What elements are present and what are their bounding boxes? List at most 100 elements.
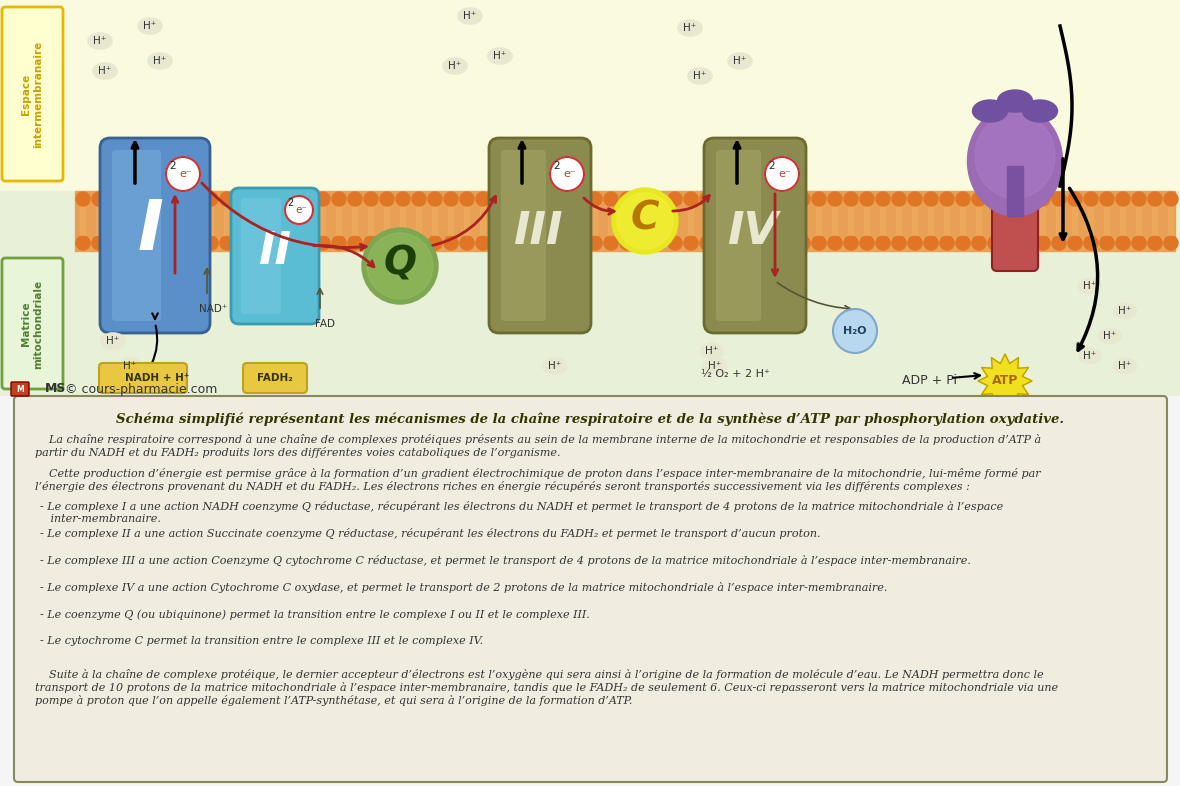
Bar (304, 207, 309, 235)
Text: ADP + Pi: ADP + Pi (903, 374, 957, 387)
FancyBboxPatch shape (243, 363, 307, 393)
Circle shape (907, 192, 922, 206)
FancyBboxPatch shape (11, 382, 30, 396)
Text: I: I (137, 197, 163, 265)
Bar (464, 207, 468, 235)
Bar (527, 207, 533, 235)
Circle shape (140, 236, 155, 250)
Circle shape (796, 236, 809, 250)
Ellipse shape (1114, 303, 1136, 318)
Bar (240, 207, 245, 235)
Circle shape (172, 192, 186, 206)
Circle shape (550, 157, 584, 191)
Circle shape (156, 236, 170, 250)
Text: H⁺: H⁺ (448, 61, 461, 71)
Bar (1007, 166, 1023, 216)
Circle shape (892, 192, 906, 206)
Circle shape (1068, 236, 1082, 250)
Circle shape (380, 192, 394, 206)
Circle shape (700, 236, 714, 250)
Circle shape (268, 192, 282, 206)
Circle shape (166, 157, 199, 191)
Circle shape (860, 192, 874, 206)
Circle shape (572, 236, 586, 250)
FancyBboxPatch shape (241, 198, 281, 314)
Circle shape (556, 236, 570, 250)
Text: M: M (17, 384, 24, 394)
Circle shape (316, 236, 330, 250)
Bar (784, 207, 789, 235)
Circle shape (76, 192, 90, 206)
Circle shape (716, 192, 730, 206)
Circle shape (286, 196, 313, 224)
Circle shape (1020, 236, 1034, 250)
Bar (752, 207, 758, 235)
Text: - Le coenzyme Q (ou ubiquinone) permet la transition entre le complexe I ou II e: - Le coenzyme Q (ou ubiquinone) permet l… (40, 609, 590, 619)
Bar (817, 207, 821, 235)
Ellipse shape (968, 106, 1062, 216)
Ellipse shape (1023, 100, 1057, 122)
Circle shape (188, 192, 202, 206)
Text: Matrice
mitochondriale: Matrice mitochondriale (21, 280, 42, 369)
Text: FAD: FAD (315, 319, 335, 329)
Circle shape (1100, 192, 1114, 206)
Text: H⁺: H⁺ (1119, 361, 1132, 371)
Circle shape (540, 236, 553, 250)
Bar (0, 396, 1180, 786)
Text: NADH + H⁺: NADH + H⁺ (125, 373, 189, 383)
Bar (624, 207, 629, 235)
Circle shape (236, 236, 250, 250)
Circle shape (617, 193, 673, 249)
Bar (496, 207, 502, 235)
Circle shape (300, 192, 314, 206)
Bar (1120, 207, 1125, 235)
Circle shape (348, 192, 362, 206)
Circle shape (1004, 236, 1018, 250)
Circle shape (1116, 192, 1130, 206)
Text: © cours-pharmacie.com: © cours-pharmacie.com (65, 383, 217, 395)
Text: - Le complexe III a une action Coenzyme Q cytochrome C réductase, et permet le t: - Le complexe III a une action Coenzyme … (40, 555, 971, 566)
Ellipse shape (997, 90, 1032, 112)
Circle shape (204, 192, 218, 206)
FancyBboxPatch shape (716, 150, 761, 321)
FancyBboxPatch shape (14, 396, 1167, 782)
Ellipse shape (701, 343, 723, 358)
FancyBboxPatch shape (992, 181, 1038, 271)
Circle shape (892, 236, 906, 250)
Circle shape (1036, 192, 1050, 206)
Circle shape (362, 228, 438, 304)
Bar (127, 207, 133, 235)
Circle shape (876, 192, 890, 206)
Ellipse shape (1079, 278, 1101, 293)
Text: IV: IV (728, 210, 779, 252)
Bar (671, 207, 677, 235)
Circle shape (219, 192, 234, 206)
Circle shape (940, 236, 953, 250)
Text: H⁺: H⁺ (1119, 306, 1132, 316)
Circle shape (1148, 236, 1162, 250)
Circle shape (653, 192, 666, 206)
Circle shape (412, 236, 426, 250)
Circle shape (300, 236, 314, 250)
Text: Q: Q (384, 245, 417, 283)
Bar (1008, 207, 1012, 235)
Text: e⁻: e⁻ (295, 205, 307, 215)
Circle shape (653, 236, 666, 250)
Ellipse shape (442, 58, 467, 74)
Circle shape (716, 236, 730, 250)
Text: H⁺: H⁺ (153, 56, 166, 66)
Bar (608, 207, 612, 235)
Text: H⁺: H⁺ (1083, 281, 1096, 291)
Bar (1071, 207, 1077, 235)
Ellipse shape (688, 68, 712, 84)
Bar (417, 207, 421, 235)
Bar (976, 207, 981, 235)
Bar (560, 207, 565, 235)
FancyBboxPatch shape (99, 363, 186, 393)
Circle shape (92, 192, 106, 206)
Text: e⁻: e⁻ (179, 169, 192, 179)
Text: La chaîne respiratoire correspond à une chaîne de complexes protéiques présents : La chaîne respiratoire correspond à une … (35, 434, 1041, 457)
Bar (112, 207, 117, 235)
Circle shape (812, 192, 826, 206)
Circle shape (620, 192, 634, 206)
